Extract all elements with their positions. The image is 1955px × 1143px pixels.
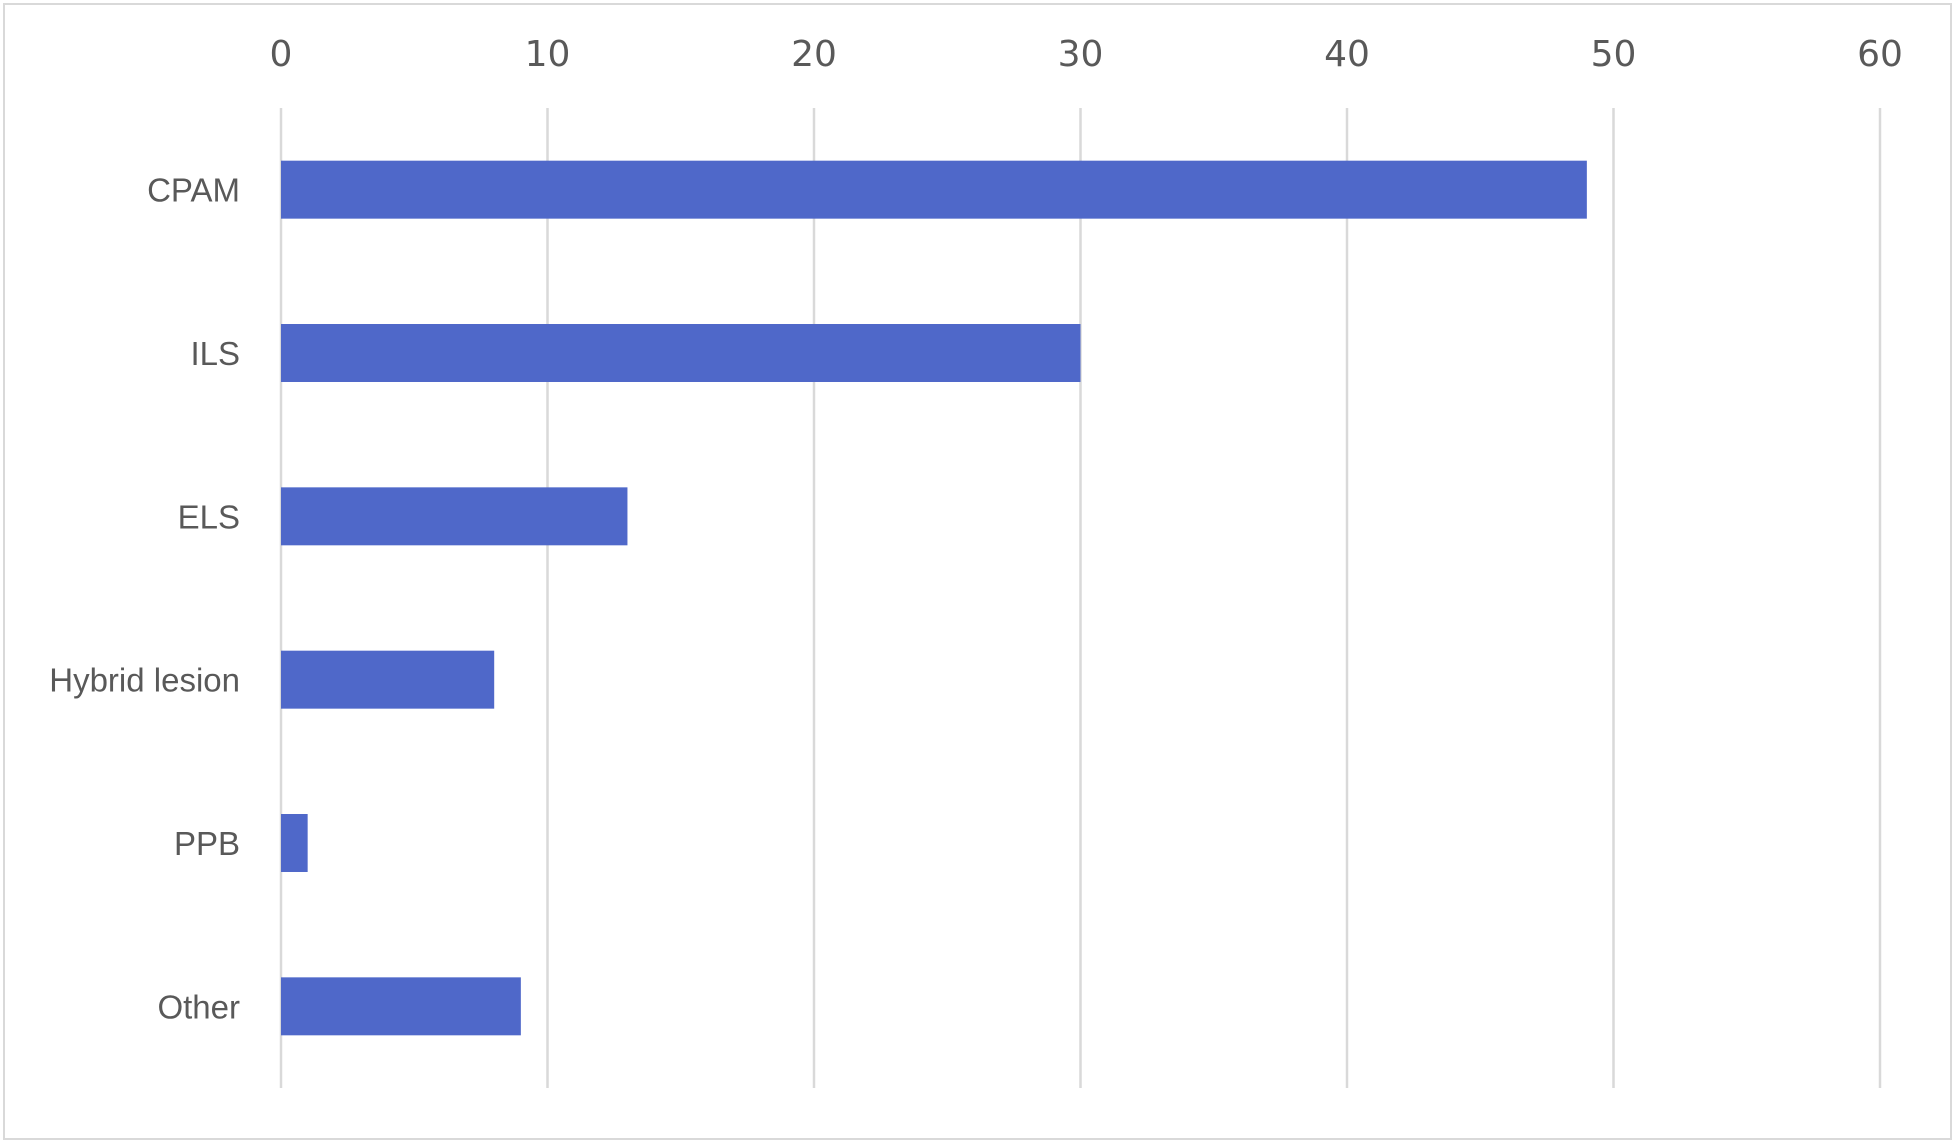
x-tick-label-0: 0 (270, 34, 293, 75)
x-tick-label-10: 10 (525, 34, 571, 75)
x-tick-label-40: 40 (1324, 34, 1370, 75)
gridlines (279, 108, 1882, 1088)
category-label-other: Other (157, 988, 240, 1025)
x-tick-label-60: 60 (1857, 34, 1903, 75)
category-label-cpam: CPAM (147, 172, 240, 209)
bar-other (281, 977, 521, 1036)
x-tick-label-30: 30 (1058, 34, 1104, 75)
bar-els (281, 487, 628, 546)
y-axis-category-labels: CPAM ILS ELS Hybrid lesion PPB Other (49, 172, 240, 1026)
bar-ils (281, 324, 1081, 382)
x-tick-label-20: 20 (791, 34, 837, 75)
category-label-ils: ILS (190, 335, 240, 372)
bar-hybrid-lesion (281, 650, 495, 709)
x-axis-tick-labels: 0 10 20 30 40 50 60 (270, 34, 1903, 75)
bar-cpam (281, 160, 1587, 219)
category-label-hybrid-lesion: Hybrid lesion (49, 662, 240, 699)
x-tick-label-50: 50 (1591, 34, 1637, 75)
category-label-ppb: PPB (174, 825, 240, 862)
category-label-els: ELS (178, 498, 240, 535)
bar-ppb (281, 814, 308, 872)
bars (281, 160, 1587, 1036)
